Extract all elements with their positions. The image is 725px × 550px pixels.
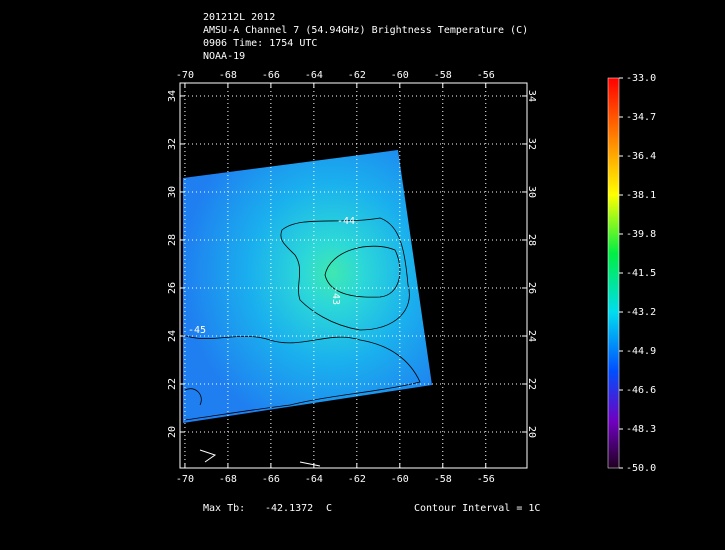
x-tick-label: -58	[434, 474, 452, 485]
colorbar-label: -36.4	[626, 151, 656, 162]
x-tick-label: -64	[305, 70, 323, 81]
coastline	[199, 449, 321, 467]
x-tick-label: -70	[176, 474, 194, 485]
contour-label: -43	[330, 287, 341, 305]
y-tick-label: 26	[526, 282, 537, 294]
contour-label: -44	[337, 216, 355, 227]
y-tick-label: 32	[526, 138, 537, 150]
x-tick-label: -56	[477, 474, 495, 485]
y-tick-label: 20	[167, 426, 178, 438]
colorbar-label: -41.5	[626, 268, 656, 279]
header: 201212L 2012 AMSU-A Channel 7 (54.94GHz)…	[203, 12, 528, 62]
swath	[183, 150, 432, 423]
x-tick-label: -62	[348, 474, 366, 485]
colorbar-label: -39.8	[626, 229, 656, 240]
x-tick-label: -60	[391, 70, 409, 81]
footer-label: Max Tb:	[203, 503, 245, 514]
x-tick-label: -66	[262, 474, 280, 485]
colorbar-label: -48.3	[626, 424, 656, 435]
y-tick-label: 30	[526, 186, 537, 198]
footer-interval: Contour Interval = 1C	[414, 503, 540, 514]
y-tick-label: 30	[167, 186, 178, 198]
colorbar-label: -46.6	[626, 385, 656, 396]
y-tick-label: 24	[167, 330, 178, 342]
y-tick-label: 22	[526, 378, 537, 390]
y-tick-label: 28	[526, 234, 537, 246]
x-tick-label: -56	[477, 70, 495, 81]
colorbar	[607, 77, 620, 469]
y-tick-label: 26	[167, 282, 178, 294]
x-tick-label: -60	[391, 474, 409, 485]
colorbar-label: -38.1	[626, 190, 656, 201]
contours	[182, 217, 421, 421]
colorbar-label: -33.0	[626, 73, 656, 84]
x-tick-label: -64	[305, 474, 323, 485]
contour-label: -45	[188, 325, 206, 336]
y-tick-label: 28	[167, 234, 178, 246]
y-tick-label: 20	[526, 426, 537, 438]
y-tick-label: 34	[167, 90, 178, 102]
map-frame	[179, 82, 528, 469]
colorbar-label: -50.0	[626, 463, 656, 474]
colorbar-label: -34.7	[626, 112, 656, 123]
x-tick-label: -62	[348, 70, 366, 81]
header-line: AMSU-A Channel 7 (54.94GHz) Brightness T…	[203, 25, 528, 36]
y-tick-label: 34	[526, 90, 537, 102]
colorbar-label: -44.9	[626, 346, 656, 357]
y-tick-label: 24	[526, 330, 537, 342]
x-tick-label: -58	[434, 70, 452, 81]
footer-unit: C	[326, 503, 332, 514]
x-tick-label: -68	[219, 474, 237, 485]
x-tick-label: -70	[176, 70, 194, 81]
header-line: 201212L 2012	[203, 12, 275, 23]
x-tick-label: -68	[219, 70, 237, 81]
header-line: NOAA-19	[203, 51, 245, 62]
y-tick-label: 32	[167, 138, 178, 150]
y-tick-label: 22	[167, 378, 178, 390]
x-tick-label: -66	[262, 70, 280, 81]
footer: Max Tb: -42.1372 C Contour Interval = 1C	[203, 503, 540, 514]
footer-value: -42.1372	[265, 503, 313, 514]
header-line: 0906 Time: 1754 UTC	[203, 38, 317, 49]
colorbar-label: -43.2	[626, 307, 656, 318]
